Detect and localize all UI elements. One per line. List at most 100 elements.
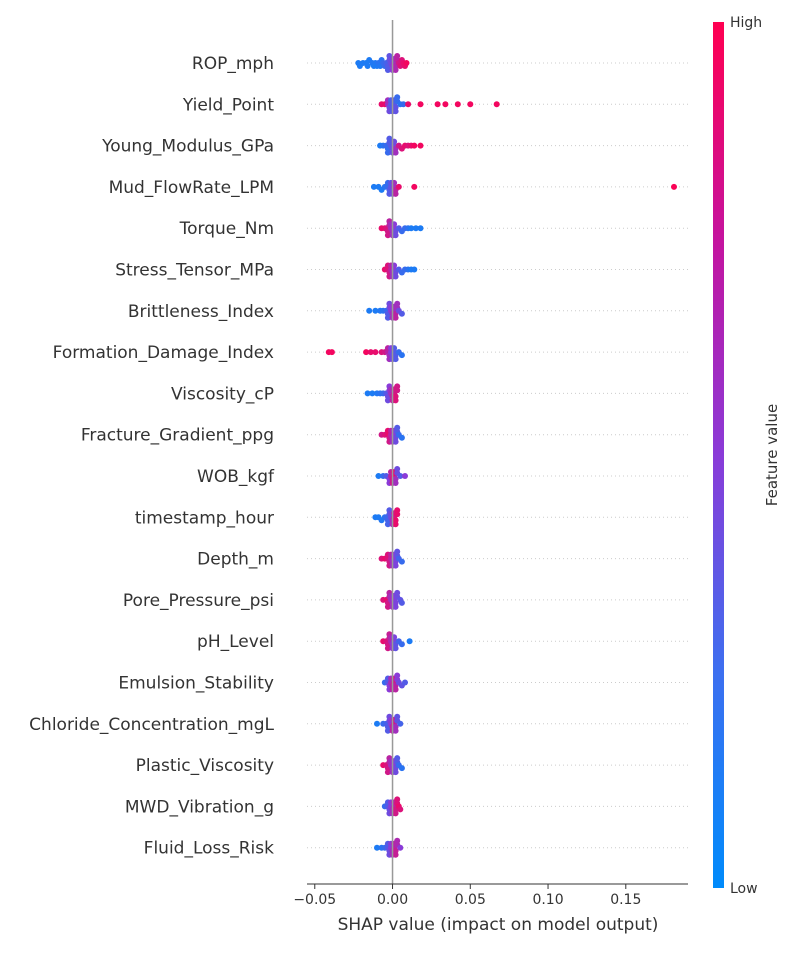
shap-point — [394, 755, 401, 762]
feature-label: Chloride_Concentration_mgL — [29, 715, 274, 735]
shap-point — [366, 307, 373, 314]
shap-point — [467, 101, 474, 108]
shap-point — [392, 190, 399, 197]
shap-point — [394, 94, 401, 101]
shap-point — [374, 720, 380, 727]
feature-label: Viscosity_cP — [171, 384, 274, 404]
shap-point — [392, 810, 399, 817]
feature-label: Fluid_Loss_Risk — [144, 839, 274, 859]
feature-label: Depth_m — [197, 550, 274, 570]
shap-point — [392, 149, 399, 156]
shap-point — [392, 603, 399, 610]
shap-point — [392, 397, 399, 404]
shap-point — [364, 63, 371, 69]
feature-label: Formation_Damage_Index — [53, 343, 274, 363]
feature-label: Plastic_Viscosity — [136, 756, 274, 776]
colorbar-low-label: Low — [730, 881, 758, 897]
shap-point — [397, 806, 404, 813]
feature-label: Fracture_Gradient_ppg — [81, 426, 274, 446]
feature-label: ROP_mph — [192, 54, 274, 74]
feature-label: Yield_Point — [182, 95, 275, 115]
x-tick-label: 0.00 — [377, 892, 408, 908]
x-tick-label: 0.10 — [532, 892, 563, 908]
colorbar-high-label: High — [730, 15, 762, 31]
shap-point — [384, 769, 391, 776]
feature-label: Pore_Pressure_psi — [123, 591, 274, 611]
shap-point — [394, 548, 401, 555]
shap-point — [392, 438, 399, 445]
points-layer — [325, 53, 677, 858]
shap-point — [384, 645, 391, 652]
x-axis-label: SHAP value (impact on model output) — [338, 915, 659, 935]
shap-point — [392, 686, 399, 693]
shap-point — [392, 273, 399, 280]
shap-point — [372, 307, 379, 314]
shap-point — [395, 183, 402, 190]
feature-label: Young_Modulus_GPa — [101, 137, 274, 157]
shap-point — [417, 142, 424, 149]
x-tick-label: 0.05 — [455, 892, 486, 908]
shap-point — [392, 232, 399, 239]
shap-point — [394, 300, 401, 307]
shap-point — [408, 225, 415, 232]
shap-point — [394, 424, 401, 431]
shap-point — [367, 349, 374, 356]
shap-point — [411, 266, 418, 273]
shap-point — [384, 232, 391, 239]
feature-label: pH_Level — [197, 632, 274, 652]
shap-point — [394, 713, 401, 720]
shap-point — [394, 507, 401, 514]
feature-label: Brittleness_Index — [128, 302, 274, 322]
shap-point — [375, 473, 382, 479]
shap-point — [392, 851, 399, 858]
shap-point — [328, 349, 335, 356]
shap-point — [384, 521, 391, 528]
shap-point — [454, 101, 461, 108]
shap-point — [363, 349, 370, 356]
shap-point — [397, 844, 404, 851]
shap-point — [398, 352, 405, 359]
shap-point — [370, 183, 377, 190]
shap-point — [405, 101, 412, 108]
colorbar-title: Feature value — [763, 404, 781, 506]
shap-point — [394, 672, 401, 679]
shap-point — [392, 67, 399, 73]
x-tick-label: 0.15 — [610, 892, 641, 908]
shap-point — [384, 397, 391, 404]
shap-point — [398, 641, 405, 648]
shap-point — [392, 562, 399, 569]
shap-point — [411, 142, 418, 149]
shap-point — [397, 720, 404, 727]
shap-point — [384, 727, 391, 734]
dot-rows — [307, 62, 688, 849]
shap-point — [392, 314, 399, 321]
shap-point — [392, 356, 399, 363]
feature-labels: ROP_mph Yield_Point Young_Modulus_GPa Mud_F… — [29, 54, 275, 859]
shap-point — [394, 837, 401, 844]
shap-point — [412, 225, 419, 232]
shap-point — [392, 480, 399, 486]
x-ticks: −0.05 0.00 0.05 0.10 0.15 — [293, 884, 641, 908]
shap-point — [397, 473, 404, 479]
feature-label: Torque_Nm — [179, 219, 274, 239]
feature-label: Stress_Tensor_MPa — [115, 261, 274, 281]
shap-point — [402, 473, 408, 479]
shap-point — [442, 101, 449, 108]
shap-point — [398, 434, 405, 441]
x-tick-label: −0.05 — [293, 892, 336, 908]
shap-point — [384, 149, 391, 156]
shap-point — [398, 599, 405, 606]
shap-point — [403, 60, 410, 66]
shap-point — [392, 769, 399, 776]
shap-point — [417, 101, 424, 108]
shap-point — [417, 225, 424, 232]
shap-point — [394, 383, 401, 390]
colorbar — [713, 22, 724, 888]
shap-point — [392, 727, 399, 734]
shap-point — [493, 101, 500, 108]
shap-point — [372, 349, 379, 356]
shap-point — [369, 390, 376, 397]
shap-point — [384, 314, 391, 321]
